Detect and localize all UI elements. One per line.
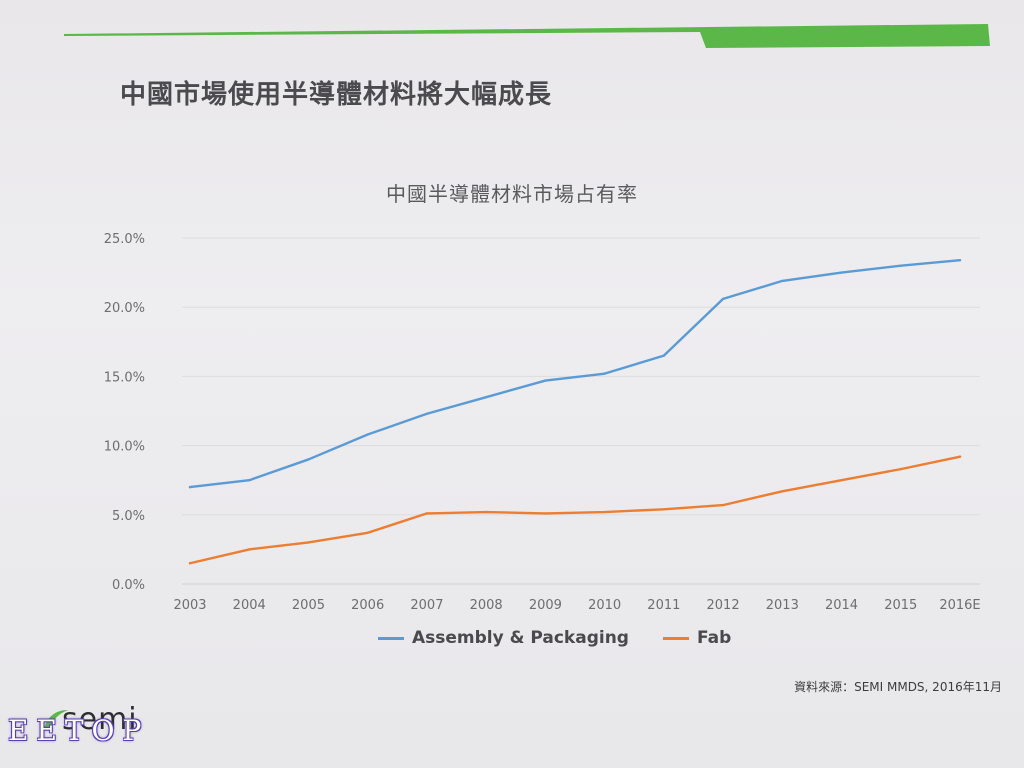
data-point-0 xyxy=(307,458,310,461)
header-accent-bar xyxy=(64,24,990,48)
data-point-0 xyxy=(603,372,606,375)
legend-item-fab: Fab xyxy=(662,628,732,648)
series-line-1 xyxy=(188,455,962,565)
data-point-0 xyxy=(484,395,488,399)
data-point-1 xyxy=(958,455,962,458)
x-tick-label: 2007 xyxy=(410,598,443,613)
data-point-1 xyxy=(366,531,369,534)
x-tick-label: 2011 xyxy=(647,598,680,613)
data-point-1 xyxy=(188,562,192,565)
legend-item-assembly: Assembly & Packaging xyxy=(378,628,629,648)
data-point-0 xyxy=(425,412,429,415)
data-point-1 xyxy=(484,510,488,514)
data-point-0 xyxy=(781,279,784,283)
legend-swatch-assembly xyxy=(378,636,404,640)
x-tick-label: 2015 xyxy=(884,598,917,613)
data-point-1 xyxy=(840,479,843,482)
x-tick-label: 2004 xyxy=(233,598,266,613)
x-tick-label: 2008 xyxy=(470,598,503,613)
line-chart: 0.0% 5.0% 10.0% 15.0% 20.0% 25.0% 2003 2004 2005… xyxy=(104,232,981,613)
series-line-0 xyxy=(188,258,962,489)
source-note: 資料來源：SEMI MMDS, 2016年11月 xyxy=(794,680,1002,694)
data-point-0 xyxy=(958,258,962,262)
chart-title: 中國半導體材料市場占有率 xyxy=(386,182,638,206)
header-accent-shape xyxy=(64,24,990,48)
chart-legend: Assembly & Packaging Fab xyxy=(378,628,731,648)
data-point-1 xyxy=(781,490,784,493)
x-tick-label: 2014 xyxy=(825,598,858,613)
data-point-1 xyxy=(544,512,547,515)
data-point-0 xyxy=(899,264,902,267)
data-point-0 xyxy=(366,433,369,436)
legend-label-assembly: Assembly & Packaging xyxy=(412,628,629,648)
data-point-0 xyxy=(662,354,666,357)
x-tick-label: 2010 xyxy=(588,598,621,613)
watermark: EETOP xyxy=(8,714,150,747)
data-point-0 xyxy=(721,297,725,301)
x-tick-label: 2013 xyxy=(766,598,799,613)
slide-title: 中國市場使用半導體材料將大幅成長 xyxy=(120,80,553,110)
x-tick-label: 2005 xyxy=(292,598,325,613)
data-point-1 xyxy=(248,548,251,551)
data-point-0 xyxy=(840,271,843,274)
y-tick-label: 10.0% xyxy=(104,440,145,455)
data-point-0 xyxy=(544,379,547,382)
data-point-1 xyxy=(425,512,429,515)
semi-logo-icon xyxy=(44,710,68,730)
data-point-0 xyxy=(248,479,251,482)
data-point-1 xyxy=(603,510,606,514)
y-tick-label: 5.0% xyxy=(112,509,145,524)
semi-logo-swoosh xyxy=(44,710,68,730)
y-tick-label: 20.0% xyxy=(104,301,145,316)
x-tick-label: 2006 xyxy=(351,598,384,613)
semi-logo: semi xyxy=(62,702,138,737)
x-tick-label: 2012 xyxy=(707,598,740,613)
data-point-1 xyxy=(721,503,725,507)
y-tick-label: 0.0% xyxy=(112,578,145,593)
data-point-1 xyxy=(307,541,310,544)
data-point-1 xyxy=(899,467,902,471)
legend-label-fab: Fab xyxy=(696,628,732,648)
y-tick-label: 25.0% xyxy=(104,232,145,247)
data-point-0 xyxy=(188,485,192,489)
x-tick-label: 2009 xyxy=(529,598,562,613)
data-point-1 xyxy=(662,508,666,511)
legend-swatch-fab xyxy=(662,636,689,640)
y-tick-label: 15.0% xyxy=(104,370,145,385)
x-tick-label: 2003 xyxy=(173,598,206,613)
x-tick-label: 2016E xyxy=(939,598,980,613)
